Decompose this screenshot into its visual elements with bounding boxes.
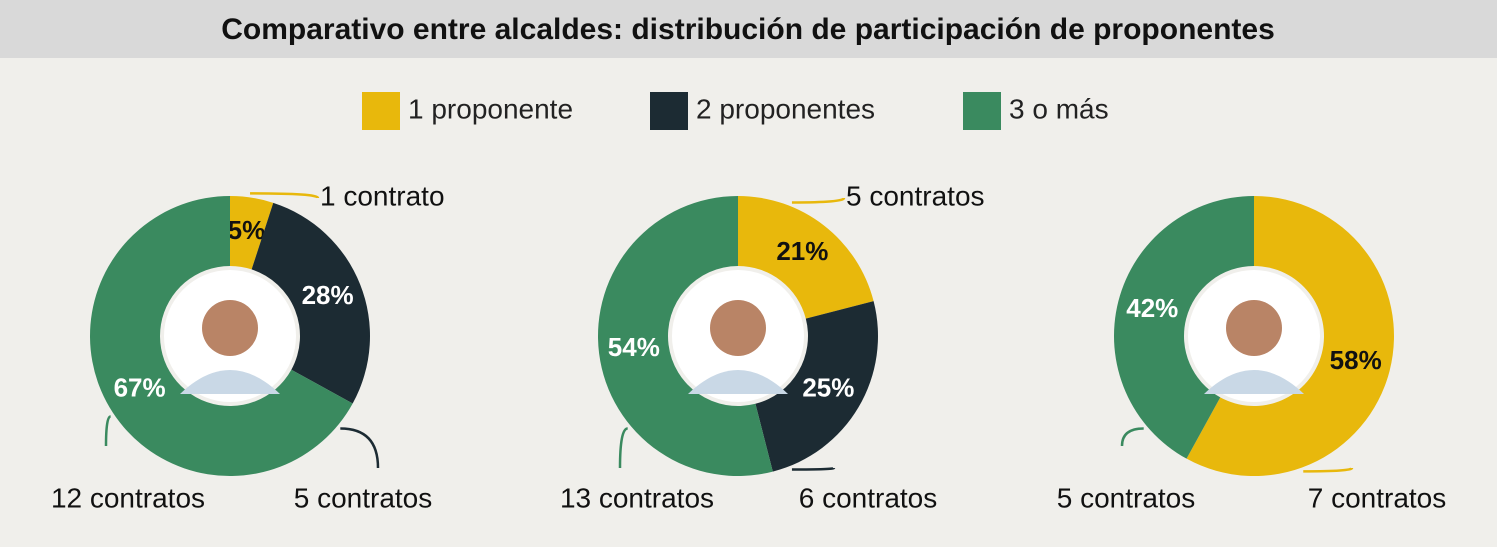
leader-line <box>1303 468 1352 471</box>
value-label: 67% <box>114 372 166 402</box>
annotation: 5 contratos <box>1057 482 1196 513</box>
leader-line <box>250 193 318 198</box>
legend-swatch <box>963 92 1001 130</box>
legend-label: 2 proponentes <box>696 93 875 124</box>
portrait-head <box>1226 300 1282 356</box>
annotation: 1 contrato <box>320 180 445 211</box>
leader-line <box>620 429 628 468</box>
leader-line <box>340 429 378 468</box>
leader-line <box>106 417 111 446</box>
legend-swatch <box>362 92 400 130</box>
annotation: 12 contratos <box>51 482 205 513</box>
annotation: 7 contratos <box>1308 482 1447 513</box>
chart-title: Comparativo entre alcaldes: distribución… <box>221 13 1275 46</box>
value-label: 25% <box>802 372 854 402</box>
leader-line <box>792 468 834 470</box>
chart: Comparativo entre alcaldes: distribución… <box>0 0 1497 547</box>
legend-swatch <box>650 92 688 130</box>
value-label: 21% <box>776 236 828 266</box>
portrait-head <box>202 300 258 356</box>
annotation: 13 contratos <box>560 482 714 513</box>
legend-label: 3 o más <box>1009 93 1109 124</box>
value-label: 58% <box>1330 345 1382 375</box>
annotation: 5 contratos <box>846 180 985 211</box>
value-label: 5% <box>228 215 266 245</box>
legend-label: 1 proponente <box>408 93 573 124</box>
value-label: 42% <box>1126 293 1178 323</box>
leader-line <box>792 198 844 202</box>
annotation: 6 contratos <box>799 482 938 513</box>
leader-line <box>1122 429 1144 446</box>
portrait-head <box>710 300 766 356</box>
annotation: 5 contratos <box>294 482 433 513</box>
value-label: 28% <box>302 280 354 310</box>
value-label: 54% <box>608 332 660 362</box>
page: {"title": "Comparativo entre alcaldes: d… <box>0 0 1497 547</box>
